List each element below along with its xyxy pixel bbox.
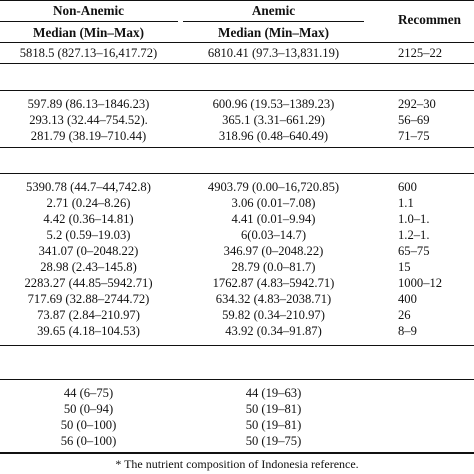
cell-non-anemic: 293.13 (32.44–754.52). bbox=[29, 113, 148, 127]
cell-anemic: 600.96 (19.53–1389.23) bbox=[212, 97, 335, 111]
cell-anemic: 634.32 (4.83–2038.71) bbox=[215, 292, 332, 306]
cell-non-anemic: 39.65 (4.18–104.53) bbox=[37, 324, 140, 338]
section-rule bbox=[0, 90, 474, 91]
cell-anemic: 6810.41 (97.3–13,831.19) bbox=[207, 46, 340, 60]
column-group-recommended: Recommen bbox=[398, 12, 461, 27]
cell-non-anemic: 5818.5 (827.13–16,417.72) bbox=[19, 46, 158, 60]
cell-anemic: 50 (19–75) bbox=[245, 434, 302, 448]
cell-recommended: 1000–12 bbox=[398, 276, 443, 290]
cell-anemic: 318.96 (0.48–640.49) bbox=[218, 129, 329, 143]
cell-non-anemic: 2283.27 (44.85–5942.71) bbox=[24, 276, 153, 290]
table-top-rule bbox=[0, 0, 474, 1]
cell-anemic: 365.1 (3.31–661.29) bbox=[222, 113, 325, 127]
cell-anemic: 4903.79 (0.00–16,720.85) bbox=[207, 180, 340, 194]
cell-anemic: 59.82 (0.34–210.97) bbox=[222, 308, 325, 322]
column-group-rule-anemic bbox=[183, 21, 364, 22]
cell-non-anemic: 4.42 (0.36–14.81) bbox=[43, 212, 134, 226]
cell-recommended: 8–9 bbox=[398, 324, 417, 338]
cell-non-anemic: 5390.78 (44.7–44,742.8) bbox=[26, 180, 151, 194]
cell-non-anemic: 597.89 (86.13–1846.23) bbox=[27, 97, 150, 111]
cell-anemic: 28.79 (0.0–81.7) bbox=[231, 260, 316, 274]
cell-anemic: 6(0.03–14.7) bbox=[240, 228, 307, 242]
column-group-anemic: Anemic bbox=[251, 3, 296, 18]
cell-recommended: 1.1 bbox=[398, 196, 414, 210]
cell-non-anemic: 2.71 (0.24–8.26) bbox=[46, 196, 131, 210]
cell-non-anemic: 56 (0–100) bbox=[60, 434, 117, 448]
cell-recommended: 600 bbox=[398, 180, 417, 194]
cell-non-anemic: 5.2 (0.59–19.03) bbox=[46, 228, 131, 242]
cell-anemic: 44 (19–63) bbox=[245, 386, 302, 400]
section-rule bbox=[0, 147, 474, 148]
cell-recommended: 1.0–1. bbox=[398, 212, 430, 226]
cell-anemic: 4.41 (0.01–9.94) bbox=[231, 212, 316, 226]
cell-anemic: 43.92 (0.34–91.87) bbox=[225, 324, 322, 338]
cell-non-anemic: 73.87 (2.84–210.97) bbox=[37, 308, 140, 322]
column-group-rule-non-anemic bbox=[0, 21, 178, 22]
cell-anemic: 1762.87 (4.83–5942.71) bbox=[212, 276, 335, 290]
section-rule bbox=[0, 63, 474, 64]
cell-recommended: 26 bbox=[398, 308, 411, 322]
cell-anemic: 346.97 (0–2048.22) bbox=[223, 244, 324, 258]
cell-non-anemic: 341.07 (0–2048.22) bbox=[38, 244, 139, 258]
header-bottom-rule bbox=[0, 42, 474, 43]
table-footnote: * The nutrient composition of Indonesia … bbox=[115, 457, 359, 471]
column-header-median-anemic: Median (Min–Max) bbox=[218, 25, 329, 40]
cell-non-anemic: 281.79 (38.19–710.44) bbox=[30, 129, 147, 143]
section-rule bbox=[0, 173, 474, 174]
cell-non-anemic: 717.69 (32.88–2744.72) bbox=[27, 292, 150, 306]
cell-recommended: 65–75 bbox=[398, 244, 430, 258]
cell-recommended: 2125–22 bbox=[398, 46, 443, 60]
cell-anemic: 50 (19–81) bbox=[245, 402, 302, 416]
cell-non-anemic: 44 (6–75) bbox=[63, 386, 114, 400]
cell-recommended: 292–30 bbox=[398, 97, 436, 111]
cell-recommended: 56–69 bbox=[398, 113, 430, 127]
cell-anemic: 50 (19–81) bbox=[245, 418, 302, 432]
section-rule bbox=[0, 345, 474, 346]
cell-non-anemic: 28.98 (2.43–145.8) bbox=[40, 260, 137, 274]
column-group-non-anemic: Non-Anemic bbox=[52, 3, 125, 18]
cell-recommended: 400 bbox=[398, 292, 417, 306]
cell-non-anemic: 50 (0–100) bbox=[60, 418, 117, 432]
cell-non-anemic: 50 (0–94) bbox=[63, 402, 114, 416]
column-header-median-non-anemic: Median (Min–Max) bbox=[33, 25, 144, 40]
cell-anemic: 3.06 (0.01–7.08) bbox=[231, 196, 316, 210]
cell-recommended: 15 bbox=[398, 260, 411, 274]
cell-recommended: 1.2–1. bbox=[398, 228, 430, 242]
cell-recommended: 71–75 bbox=[398, 129, 430, 143]
table-bottom-rule bbox=[0, 452, 474, 454]
section-rule bbox=[0, 379, 474, 380]
